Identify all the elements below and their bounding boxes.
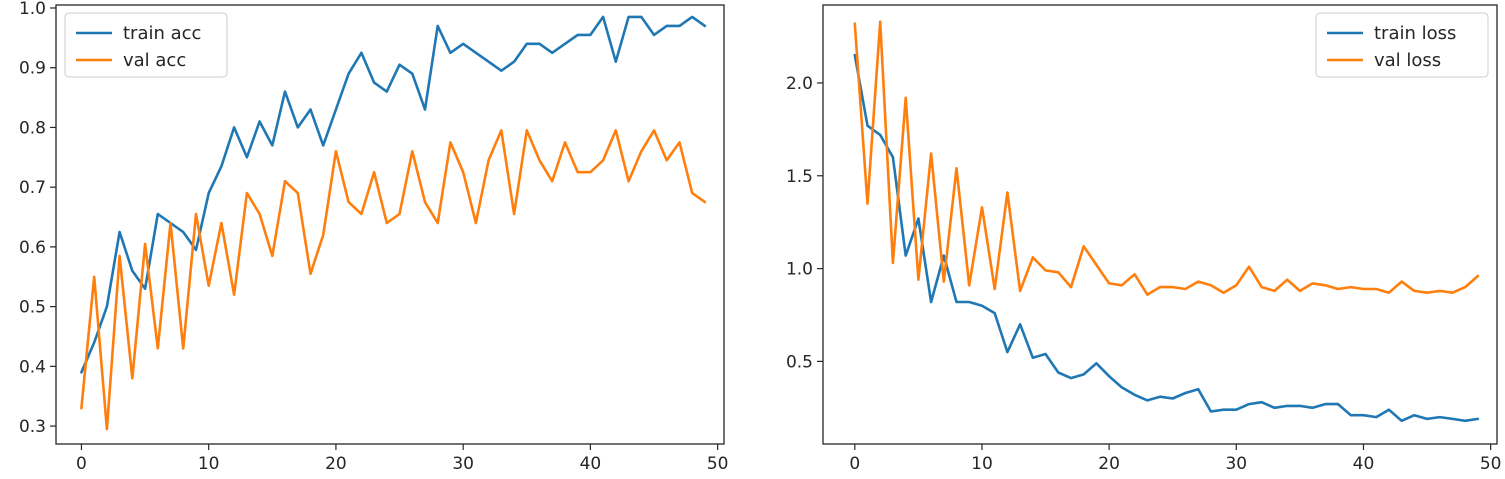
y-tick-label: 0.5	[19, 298, 46, 318]
y-tick-label: 1.0	[786, 260, 813, 280]
x-tick-label: 20	[325, 454, 347, 474]
y-tick-label: 0.6	[19, 238, 46, 258]
y-tick-label: 1.0	[19, 0, 46, 19]
accuracy-chart: 0 10 20 30 40 50 0.3 0.4 0.5 0.6 0.7 0.8 0.9 1.0 train…	[19, 0, 729, 474]
plot-frame	[55, 4, 725, 445]
legend-label: train acc	[123, 23, 201, 44]
y-tick-label: 0.8	[19, 118, 46, 138]
x-tick-label: 50	[1480, 454, 1502, 474]
y-tick-label: 0.5	[786, 352, 813, 372]
plot-frame	[822, 4, 1498, 445]
x-tick-label: 40	[1353, 454, 1375, 474]
loss-chart: 0 10 20 30 40 50 0.5 1.0 1.5 2.0 train loss val los…	[786, 4, 1502, 474]
x-tick-label: 20	[1098, 454, 1120, 474]
legend: train acc val acc	[64, 12, 228, 78]
series-line-train-acc	[80, 15, 707, 374]
y-tick-label: 0.7	[19, 178, 46, 198]
x-tick-label: 30	[1225, 454, 1247, 474]
y-tick-label: 1.5	[786, 167, 813, 187]
series-line-train-loss	[853, 53, 1480, 423]
x-tick-label: 50	[707, 454, 729, 474]
x-tick-label: 0	[76, 454, 87, 474]
series-line-val-loss	[853, 20, 1480, 296]
legend-label: val loss	[1374, 50, 1441, 71]
x-tick-label: 40	[580, 454, 602, 474]
y-tick-label: 2.0	[786, 74, 813, 94]
legend: train loss val loss	[1315, 12, 1489, 78]
series-line-val-acc	[80, 129, 707, 431]
y-tick-label: 0.3	[19, 417, 46, 437]
x-tick-label: 0	[849, 454, 860, 474]
legend-label: train loss	[1374, 23, 1456, 44]
x-tick-label: 10	[198, 454, 220, 474]
legend-label: val acc	[123, 50, 186, 71]
y-tick-label: 0.4	[19, 357, 46, 377]
x-tick-label: 10	[971, 454, 993, 474]
x-tick-label: 30	[452, 454, 474, 474]
y-tick-label: 0.9	[19, 59, 46, 79]
